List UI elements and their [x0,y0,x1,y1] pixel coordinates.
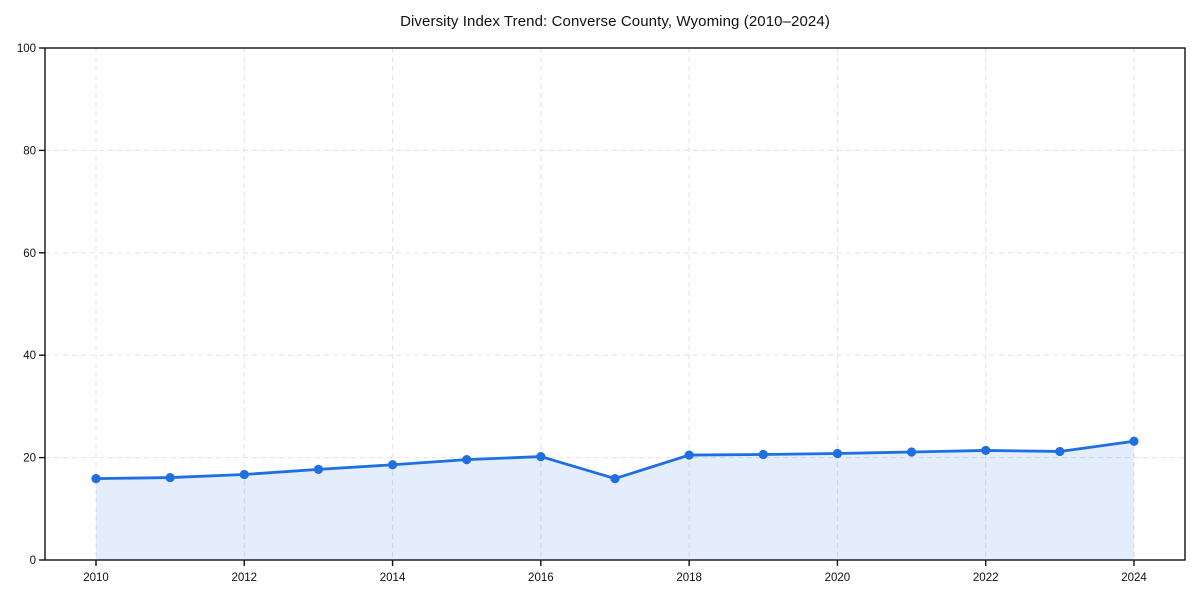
y-tick-label: 60 [23,248,36,260]
data-point-2021 [906,447,917,457]
data-point-2020 [832,448,843,459]
y-tick-label: 20 [23,453,36,465]
data-point-2011 [165,472,175,483]
x-tick-label: 2012 [231,572,257,584]
x-tick-label: 2016 [528,572,554,584]
x-tick-label: 2020 [825,572,851,584]
data-point-2022 [981,445,991,456]
x-tick-label: 2010 [83,572,109,584]
data-point-2016 [536,451,546,462]
x-tick-label: 2022 [973,572,999,584]
chart-title: Diversity Index Trend: Converse County, … [400,13,830,30]
data-point-2018 [684,450,694,460]
y-tick-label: 80 [23,145,36,157]
y-tick-label: 0 [30,555,36,567]
data-point-2019 [758,449,768,460]
data-point-2015 [462,455,472,465]
data-point-2014 [387,460,398,470]
area-fill [96,441,1134,560]
data-point-2023 [1055,446,1065,457]
data-point-2010 [91,473,101,484]
data-point-2012 [239,469,249,480]
x-tick-label: 2014 [380,572,406,584]
data-point-2024 [1129,436,1139,446]
plot-border [44,47,1186,561]
y-tick-label: 100 [17,43,36,55]
data-point-2017 [610,473,620,484]
x-tick-label: 2018 [676,572,702,584]
x-tick-label: 2024 [1121,572,1147,584]
y-tick-label: 40 [23,350,36,362]
data-point-2013 [313,464,324,474]
